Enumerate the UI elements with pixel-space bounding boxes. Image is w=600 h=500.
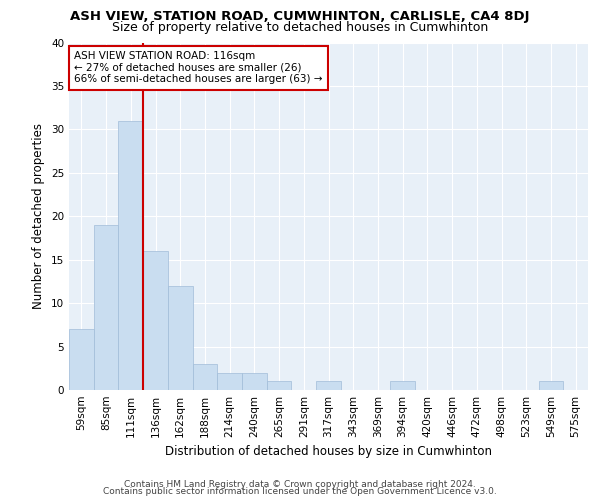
Text: ASH VIEW STATION ROAD: 116sqm
← 27% of detached houses are smaller (26)
66% of s: ASH VIEW STATION ROAD: 116sqm ← 27% of d… (74, 51, 323, 84)
Bar (94, 225, 118, 390)
Bar (118, 120, 143, 390)
Bar (143, 251, 168, 390)
Text: ASH VIEW, STATION ROAD, CUMWHINTON, CARLISLE, CA4 8DJ: ASH VIEW, STATION ROAD, CUMWHINTON, CARL… (70, 10, 530, 23)
Bar (316, 382, 341, 390)
Y-axis label: Number of detached properties: Number of detached properties (32, 123, 46, 309)
Bar (69, 329, 94, 390)
Text: Size of property relative to detached houses in Cumwhinton: Size of property relative to detached ho… (112, 21, 488, 34)
Bar (390, 382, 415, 390)
X-axis label: Distribution of detached houses by size in Cumwhinton: Distribution of detached houses by size … (165, 446, 492, 458)
Bar (242, 372, 267, 390)
Bar (168, 286, 193, 390)
Text: Contains HM Land Registry data © Crown copyright and database right 2024.: Contains HM Land Registry data © Crown c… (124, 480, 476, 489)
Bar (267, 382, 292, 390)
Bar (539, 382, 563, 390)
Bar (193, 364, 217, 390)
Bar (217, 372, 242, 390)
Text: Contains public sector information licensed under the Open Government Licence v3: Contains public sector information licen… (103, 487, 497, 496)
